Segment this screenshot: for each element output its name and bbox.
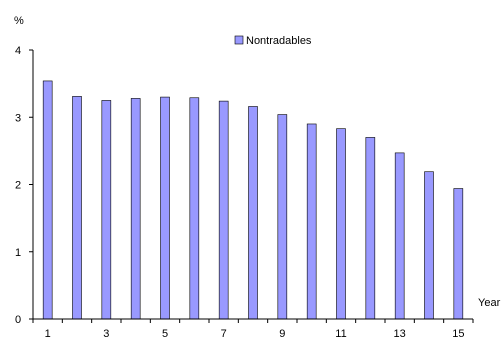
- y-tick-label-2: 2: [15, 180, 21, 192]
- x-tick-label-3: 3: [103, 328, 109, 340]
- bar-year-3: [101, 100, 112, 320]
- bar-year-12: [365, 137, 376, 320]
- y-tick-label-1: 1: [15, 247, 21, 259]
- x-tick-label-11: 11: [335, 328, 346, 340]
- y-tick-label-4: 4: [15, 45, 21, 57]
- bar-year-9: [277, 114, 288, 320]
- legend-swatch-nontradables: [234, 35, 244, 45]
- bar-year-4: [130, 98, 141, 320]
- bar-year-2: [72, 96, 82, 320]
- legend-label-nontradables: Nontradables: [246, 35, 312, 47]
- x-tick-label-5: 5: [162, 328, 168, 340]
- x-tick-label-7: 7: [221, 328, 227, 340]
- x-axis-label: Year: [478, 297, 501, 309]
- bar-year-11: [336, 128, 346, 320]
- y-tick-label-0: 0: [15, 314, 21, 326]
- x-tick-label-9: 9: [279, 328, 285, 340]
- bar-year-8: [248, 106, 258, 320]
- bar-year-6: [189, 97, 200, 320]
- legend: Nontradables: [234, 35, 312, 47]
- x-tick-label-1: 1: [45, 328, 51, 340]
- bar-year-1: [42, 80, 53, 320]
- bar-year-14: [424, 171, 434, 320]
- bar-year-10: [306, 123, 317, 320]
- x-tick-label-15: 15: [452, 328, 464, 340]
- bar-year-13: [394, 152, 405, 320]
- bar-year-5: [160, 96, 170, 320]
- y-axis-label: %: [14, 15, 24, 27]
- bar-year-7: [218, 100, 229, 320]
- x-tick-label-13: 13: [394, 328, 406, 340]
- y-tick-label-3: 3: [15, 112, 21, 124]
- bar-year-15: [453, 188, 464, 320]
